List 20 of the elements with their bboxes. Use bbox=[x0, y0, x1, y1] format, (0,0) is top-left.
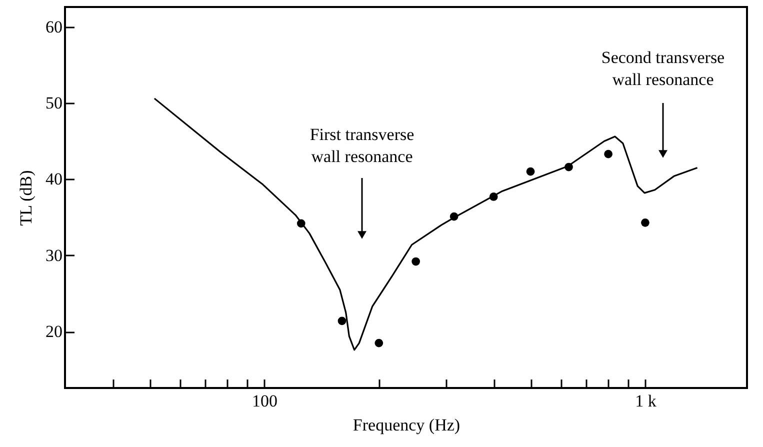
point bbox=[296, 219, 306, 228]
annotation: First transverse wall resonance bbox=[310, 125, 414, 166]
y-tick-label: 50 bbox=[46, 94, 62, 113]
point bbox=[641, 218, 650, 227]
y-tick-label: 60 bbox=[46, 17, 62, 36]
x-tick-label: 100 bbox=[252, 392, 278, 410]
y-axis-title: TL (dB) bbox=[16, 170, 36, 226]
annotation: Second transverse wall resonance bbox=[601, 48, 725, 89]
point bbox=[412, 257, 420, 266]
point bbox=[564, 162, 573, 172]
point bbox=[374, 338, 384, 348]
point bbox=[526, 167, 535, 176]
point bbox=[450, 212, 458, 221]
x-tick-label: 1 k bbox=[635, 392, 657, 410]
point bbox=[489, 192, 498, 201]
x-axis-title: Frequency (Hz) bbox=[352, 416, 460, 434]
point bbox=[604, 150, 612, 158]
y-tick-label: 30 bbox=[46, 246, 62, 265]
y-tick-label: 40 bbox=[46, 170, 62, 189]
y-tick-label: 20 bbox=[46, 322, 62, 342]
